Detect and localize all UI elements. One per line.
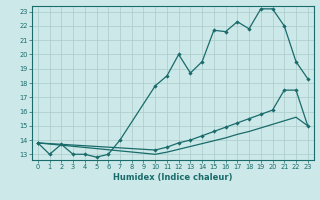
X-axis label: Humidex (Indice chaleur): Humidex (Indice chaleur) [113,173,233,182]
